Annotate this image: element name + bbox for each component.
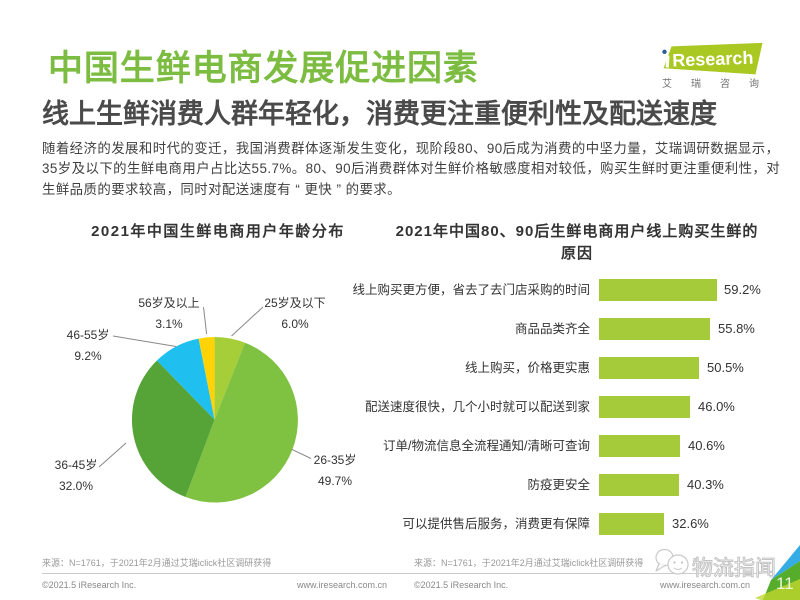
svg-text:Research: Research bbox=[672, 48, 754, 71]
svg-text:艾瑞咨询: 艾瑞咨询 bbox=[662, 77, 778, 90]
